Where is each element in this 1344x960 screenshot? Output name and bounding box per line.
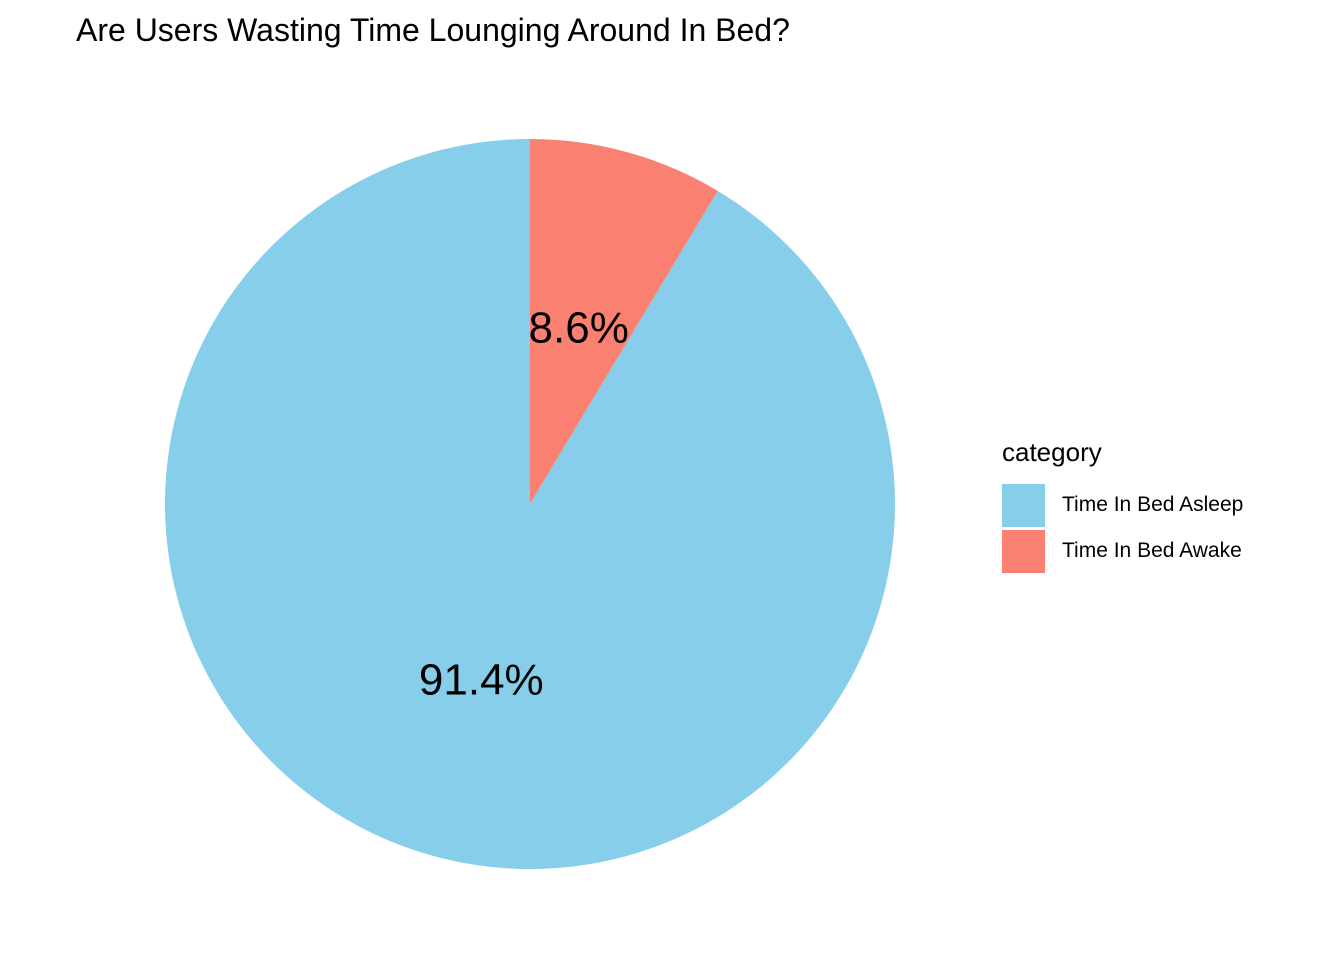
slice-label-awake: 8.6%	[529, 304, 629, 353]
pie-slice-asleep	[165, 139, 895, 869]
slice-label-asleep: 91.4%	[419, 655, 544, 704]
legend-title: category	[1002, 437, 1102, 467]
chart-title: Are Users Wasting Time Lounging Around I…	[76, 12, 790, 48]
legend-key-asleep	[1002, 483, 1045, 527]
pie-slice-awake	[530, 139, 718, 504]
legend-key-awake	[1002, 529, 1045, 573]
legend-item-asleep: Time In Bed Asleep	[1002, 482, 1243, 528]
legend: category Time In Bed Asleep Time In Bed …	[1002, 434, 1243, 574]
legend-item-awake: Time In Bed Awake	[1002, 528, 1243, 574]
legend-label-awake: Time In Bed Awake	[1062, 539, 1242, 562]
legend-label-asleep: Time In Bed Asleep	[1062, 493, 1244, 516]
